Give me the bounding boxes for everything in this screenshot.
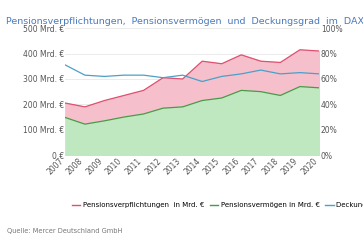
Text: Quelle: Mercer Deutschland GmbH: Quelle: Mercer Deutschland GmbH (7, 228, 123, 234)
Title: Pensionsverpflichtungen,  Pensionsvermögen  und  Deckungsgrad  im  DAX-30: Pensionsverpflichtungen, Pensionsvermöge… (6, 17, 363, 26)
Legend: Pensionsverpflichtungen  in Mrd. €, Pensionsvermögen in Mrd. €, Deckungsgrad in : Pensionsverpflichtungen in Mrd. €, Pensi… (69, 199, 363, 211)
